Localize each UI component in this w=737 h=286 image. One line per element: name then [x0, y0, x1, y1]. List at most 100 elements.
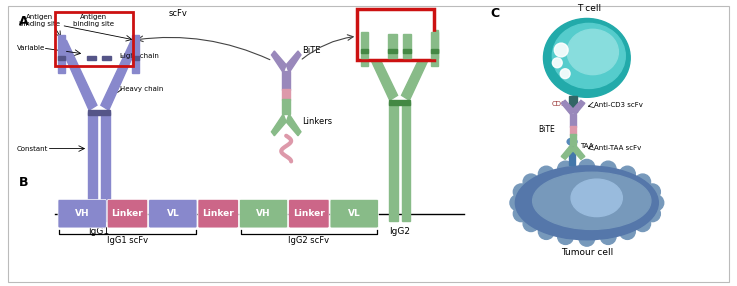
- Text: C: C: [490, 7, 500, 20]
- Polygon shape: [402, 36, 436, 100]
- Bar: [570, 134, 576, 145]
- Circle shape: [579, 159, 595, 175]
- Bar: [88, 110, 110, 115]
- Circle shape: [620, 166, 635, 182]
- Circle shape: [560, 69, 570, 79]
- Circle shape: [635, 174, 651, 190]
- Circle shape: [645, 206, 660, 222]
- Text: VH: VH: [256, 209, 270, 218]
- Text: IgG1: IgG1: [88, 227, 110, 237]
- Ellipse shape: [571, 179, 622, 217]
- Bar: [361, 49, 368, 53]
- Bar: [357, 9, 434, 60]
- Circle shape: [645, 184, 660, 200]
- Ellipse shape: [552, 23, 625, 88]
- Bar: [133, 56, 139, 60]
- Ellipse shape: [533, 172, 651, 229]
- Bar: [388, 49, 397, 53]
- Text: Antigen
binding site: Antigen binding site: [19, 13, 60, 27]
- FancyBboxPatch shape: [289, 199, 329, 228]
- Text: VH: VH: [75, 209, 89, 218]
- Bar: [388, 102, 397, 221]
- Circle shape: [514, 184, 529, 200]
- Text: IgG1 scFv: IgG1 scFv: [107, 236, 148, 245]
- Text: Anti-CD3 scFv: Anti-CD3 scFv: [594, 102, 643, 108]
- Bar: [87, 56, 96, 60]
- Text: IgG2 scFv: IgG2 scFv: [288, 236, 329, 245]
- Polygon shape: [271, 51, 286, 73]
- Text: IgG2: IgG2: [389, 227, 410, 237]
- Ellipse shape: [567, 138, 577, 145]
- FancyBboxPatch shape: [58, 199, 106, 228]
- Polygon shape: [286, 51, 301, 73]
- Circle shape: [648, 195, 664, 211]
- Text: scFv: scFv: [168, 9, 187, 18]
- Circle shape: [635, 216, 651, 232]
- Bar: [570, 126, 576, 135]
- Text: Variable: Variable: [17, 45, 46, 51]
- Bar: [101, 112, 110, 221]
- FancyBboxPatch shape: [240, 199, 287, 228]
- Polygon shape: [572, 100, 585, 115]
- Text: BiTE: BiTE: [302, 47, 321, 55]
- Bar: [282, 99, 290, 114]
- Bar: [569, 96, 577, 112]
- Bar: [55, 11, 133, 66]
- FancyBboxPatch shape: [330, 199, 378, 228]
- Polygon shape: [60, 40, 97, 110]
- FancyBboxPatch shape: [198, 199, 238, 228]
- Bar: [133, 35, 139, 73]
- Text: Antigen
binding site: Antigen binding site: [74, 13, 114, 27]
- Bar: [361, 32, 368, 58]
- Circle shape: [523, 216, 539, 232]
- Bar: [402, 49, 411, 53]
- Circle shape: [600, 161, 616, 177]
- Bar: [361, 30, 368, 66]
- Bar: [431, 30, 438, 66]
- Bar: [402, 34, 411, 58]
- Bar: [88, 112, 97, 221]
- Text: Light chain: Light chain: [119, 53, 158, 59]
- Ellipse shape: [543, 19, 630, 97]
- Text: B: B: [19, 176, 29, 189]
- Circle shape: [552, 58, 562, 68]
- Text: TAA: TAA: [580, 143, 593, 149]
- Circle shape: [600, 229, 616, 245]
- Circle shape: [579, 231, 595, 246]
- Bar: [388, 100, 411, 105]
- Bar: [570, 114, 576, 127]
- FancyBboxPatch shape: [108, 199, 147, 228]
- Text: Constant: Constant: [17, 146, 49, 152]
- Text: Anti-TAA scFv: Anti-TAA scFv: [594, 145, 641, 151]
- Text: CD3: CD3: [551, 101, 566, 107]
- Circle shape: [558, 229, 573, 245]
- Bar: [402, 49, 411, 53]
- Text: A: A: [19, 15, 29, 27]
- Bar: [402, 102, 411, 221]
- Circle shape: [523, 174, 539, 190]
- Ellipse shape: [515, 166, 658, 240]
- Circle shape: [620, 224, 635, 239]
- Polygon shape: [561, 100, 574, 115]
- Text: Linker: Linker: [202, 209, 234, 218]
- Circle shape: [539, 166, 554, 182]
- Bar: [431, 49, 438, 53]
- Bar: [282, 71, 290, 90]
- Bar: [361, 49, 368, 53]
- Text: Linkers: Linkers: [302, 118, 332, 126]
- Bar: [569, 146, 575, 165]
- Bar: [58, 56, 66, 60]
- Text: T cell: T cell: [577, 3, 601, 13]
- Bar: [388, 49, 397, 53]
- Polygon shape: [271, 114, 286, 136]
- Circle shape: [539, 224, 554, 239]
- Text: VL: VL: [348, 209, 360, 218]
- Bar: [431, 32, 438, 58]
- Polygon shape: [101, 40, 137, 110]
- Text: VL: VL: [167, 209, 179, 218]
- Text: Linker: Linker: [293, 209, 325, 218]
- Bar: [282, 90, 290, 100]
- Polygon shape: [363, 36, 397, 100]
- Polygon shape: [572, 145, 585, 159]
- Bar: [102, 56, 111, 60]
